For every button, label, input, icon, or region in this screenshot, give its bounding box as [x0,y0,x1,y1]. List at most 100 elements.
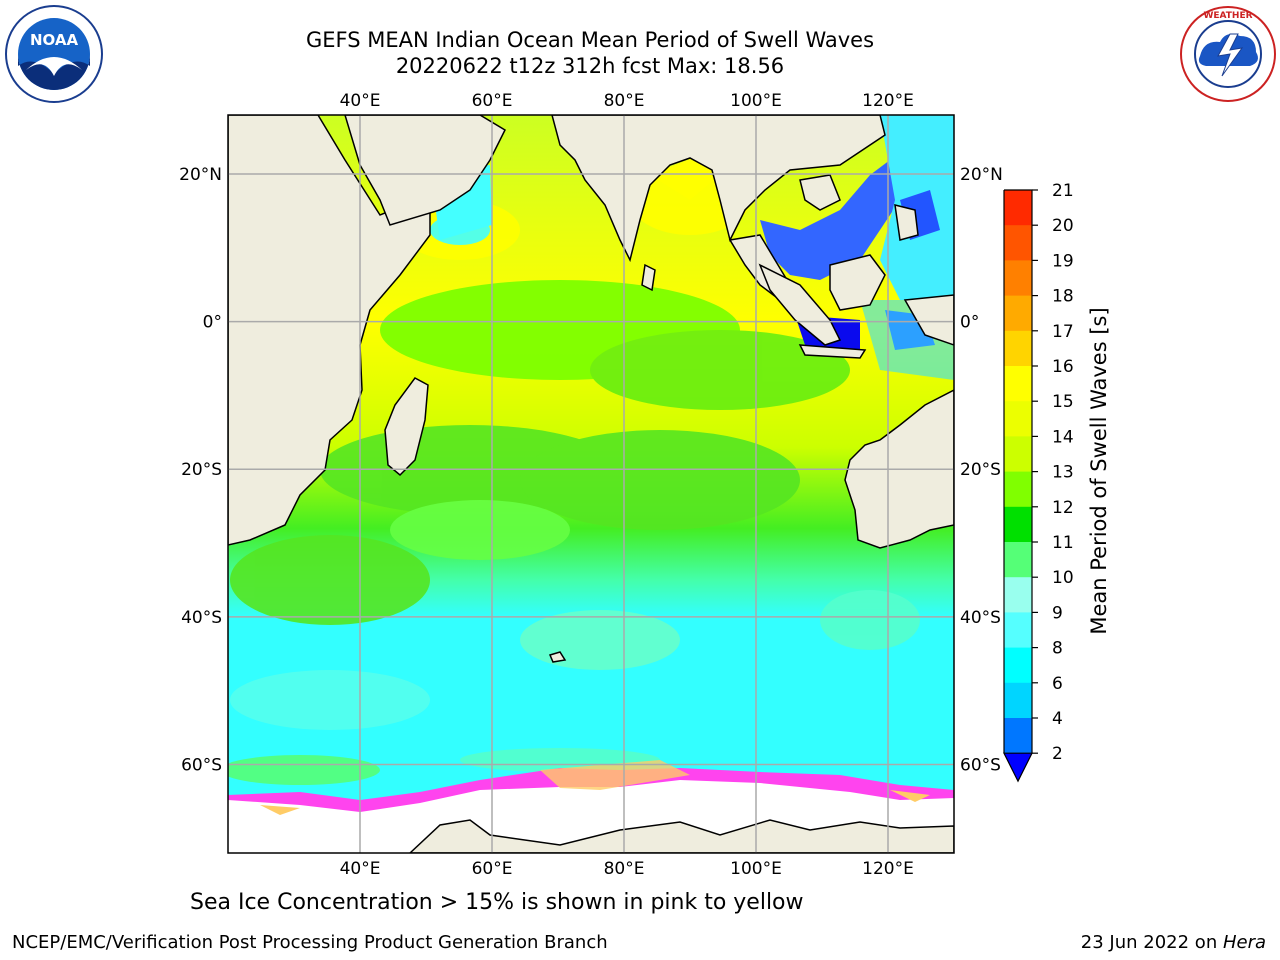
lon-tick-label: 80°E [604,859,645,879]
noaa-logo-text: NOAA [30,31,79,49]
colorbar-swatch [1004,612,1032,649]
green-patch [390,500,570,560]
cyan-patch [820,590,920,650]
colorbar-swatch [1004,682,1032,719]
lon-tick-label: 60°E [472,859,513,879]
colorbar-swatch [1004,190,1032,226]
java [798,344,867,359]
colorbar-swatch [1004,330,1032,367]
green-patch [520,430,800,530]
sea-ice-note: Sea Ice Concentration > 15% is shown in … [190,890,804,915]
lat-tick-label: 0° [203,313,222,333]
colorbar-extend-arrow [1003,752,1033,783]
colorbar-swatch [1004,718,1032,754]
lat-labels-left: 20°N 0° 20°S 40°S 60°S [179,165,222,775]
colorbar-swatch [1004,401,1032,437]
colorbar-tick-label: 9 [1052,603,1063,623]
lon-labels-bottom: 40°E 60°E 80°E 100°E 120°E [340,859,914,879]
colorbar-tick-label: 16 [1052,357,1074,377]
indochina [799,174,841,211]
colorbar-tick-label: 12 [1052,498,1074,518]
south-asia-landmass [551,115,886,263]
colorbar-tick-label: 10 [1052,568,1074,588]
lon-tick-label: 100°E [730,859,782,879]
ice-edge-orange [890,790,930,802]
nws-logo-text: WEATHER [1203,11,1252,21]
colorbar-tick-label: 20 [1052,216,1074,236]
map-area [228,115,954,853]
colorbar-tick-label: 21 [1052,181,1074,201]
footer-machine: Hera [1222,932,1266,953]
madagascar-landmass [384,377,429,477]
ice-edge-pink [228,768,954,815]
colorbar-swatch [1004,577,1032,613]
colorbar-tick-label: 13 [1052,463,1074,483]
chart-title: GEFS MEAN Indian Ocean Mean Period of Sw… [305,28,875,52]
lon-tick-label: 40°E [340,859,381,879]
colorbar-swatch [1004,471,1032,508]
colorbar-swatch [1004,436,1032,473]
ice-edge-orange [540,760,690,790]
map-frame [227,114,955,854]
colorbar-swatch [1004,260,1032,297]
lat-tick-label: 60°S [960,755,1001,775]
lat-tick-label: 40°S [181,608,222,628]
colorbar-swatch [1004,366,1032,402]
colorbar-tick-label: 14 [1052,427,1074,447]
colorbar-swatch [1004,225,1032,261]
africa-landmass [228,115,431,546]
bay-of-bengal-yellow [650,155,720,200]
colorbar-tick-label: 19 [1052,251,1074,271]
lon-tick-label: 60°E [472,91,513,111]
colorbar-tick-label: 4 [1052,709,1063,729]
lat-tick-label: 20°N [179,165,222,185]
lon-tick-label: 100°E [730,91,782,111]
colorbar-swatch [1004,542,1032,578]
nws-logo: WEATHER [1180,6,1276,102]
philippines [894,204,919,241]
green-patch [228,755,380,785]
colorbar-tick-label: 15 [1052,392,1074,412]
antarctica-landmass [408,819,954,853]
colorbar-label: Mean Period of Swell Waves [s] [1087,307,1111,634]
green-patch [590,330,850,410]
sumatra [758,263,842,346]
lon-tick-label: 120°E [862,91,914,111]
lat-tick-label: 0° [960,313,979,333]
lon-tick-label: 40°E [340,91,381,111]
new-guinea [903,294,954,346]
colorbar-swatch [1004,506,1032,543]
colorbar-tick-label: 18 [1052,287,1074,307]
colorbar-tick-label: 11 [1052,533,1074,553]
borneo [829,254,886,311]
colorbar-swatch [1004,647,1032,684]
footer-date: 23 Jun 2022 on Hera [1081,932,1266,953]
lat-tick-label: 20°N [960,165,1003,185]
noaa-logo: NOAA [5,5,103,103]
colorbar: 21 20 19 18 17 16 15 14 13 12 11 10 9 8 6 4 2 [1003,181,1074,783]
colorbar-swatch [1004,295,1032,332]
cyan-patch [230,670,430,730]
lon-tick-label: 120°E [862,859,914,879]
ice-edge-orange [260,805,300,815]
footer-date-text: 23 Jun 2022 on [1080,932,1223,953]
colorbar-tick-label: 8 [1052,639,1063,659]
sri-lanka [641,263,656,292]
colorbar-tick-label: 2 [1052,744,1063,764]
lat-tick-label: 20°S [181,460,222,480]
lon-labels-top: 40°E 60°E 80°E 100°E 120°E [340,91,914,111]
colorbar-tick-label: 6 [1052,674,1063,694]
cyan-patch [520,610,680,670]
kerguelen [548,651,567,663]
lat-tick-label: 20°S [960,460,1001,480]
land [228,115,954,663]
colorbar-tick-label: 17 [1052,322,1074,342]
lat-labels-right: 20°N 0° 20°S 40°S 60°S [960,165,1003,775]
footer-credit: NCEP/EMC/Verification Post Processing Pr… [12,932,608,953]
lat-tick-label: 60°S [181,755,222,775]
lon-tick-label: 80°E [604,91,645,111]
south-china-sea-blue [760,160,900,280]
graticule [228,115,954,853]
lat-tick-label: 40°S [960,608,1001,628]
